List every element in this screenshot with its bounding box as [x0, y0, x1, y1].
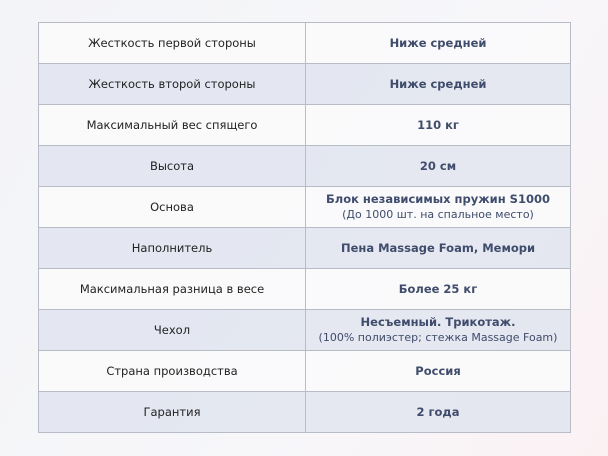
table-row: Гарантия 2 года — [38, 391, 571, 433]
spec-value: Ниже средней — [389, 35, 487, 50]
spec-label: Максимальная разница в весе — [38, 268, 306, 310]
spec-value: 110 кг — [417, 117, 459, 132]
spec-value-cell: Блок независимых пружин S1000 (До 1000 шт… — [305, 186, 571, 228]
spec-value: 20 см — [419, 158, 457, 173]
spec-label: Чехол — [38, 309, 306, 351]
table-row: Максимальный вес спящего 110 кг — [38, 104, 571, 146]
spec-label: Максимальный вес спящего — [38, 104, 306, 146]
spec-value: Ниже средней — [389, 76, 487, 91]
spec-value-cell: Более 25 кг — [305, 268, 571, 310]
table-row: Максимальная разница в весе Более 25 кг — [38, 268, 571, 310]
table-row: Страна производства Россия — [38, 350, 571, 392]
spec-value-cell: Пена Massage Foam, Мемори — [305, 227, 571, 269]
spec-label: Высота — [38, 145, 306, 187]
spec-value: Блок независимых пружин S1000 — [326, 192, 550, 206]
spec-label: Гарантия — [38, 391, 306, 433]
spec-value-cell: 20 см — [305, 145, 571, 187]
spec-value: Пена Massage Foam, Мемори — [340, 240, 536, 255]
spec-value-cell: 110 кг — [305, 104, 571, 146]
spec-value: Несъемный. Трикотаж. — [360, 315, 516, 329]
spec-value-cell: Россия — [305, 350, 571, 392]
spec-label: Основа — [38, 186, 306, 228]
specs-table: Жесткость первой стороны Ниже средней Жест… — [38, 22, 571, 433]
spec-note: (До 1000 шт. на спальное место) — [342, 208, 534, 221]
spec-value-cell: Несъемный. Трикотаж. (100% полиэстер; сте… — [305, 309, 571, 351]
table-row: Наполнитель Пена Massage Foam, Мемори — [38, 227, 571, 269]
spec-value: 2 года — [416, 404, 460, 419]
table-row: Высота 20 см — [38, 145, 571, 187]
spec-value-cell: Ниже средней — [305, 63, 571, 105]
spec-note: (100% полиэстер; стежка Massage Foam) — [318, 331, 558, 344]
table-row: Чехол Несъемный. Трикотаж. (100% полиэстер… — [38, 309, 571, 351]
table-row: Жесткость второй стороны Ниже средней — [38, 63, 571, 105]
table-row: Основа Блок независимых пружин S1000 (До 1… — [38, 186, 571, 228]
spec-value-cell: 2 года — [305, 391, 571, 433]
spec-label: Наполнитель — [38, 227, 306, 269]
spec-value-cell: Ниже средней — [305, 22, 571, 64]
spec-label: Страна производства — [38, 350, 306, 392]
spec-value: Более 25 кг — [398, 281, 478, 296]
table-row: Жесткость первой стороны Ниже средней — [38, 22, 571, 64]
spec-label: Жесткость второй стороны — [38, 63, 306, 105]
spec-label: Жесткость первой стороны — [38, 22, 306, 64]
spec-value: Россия — [415, 363, 461, 378]
